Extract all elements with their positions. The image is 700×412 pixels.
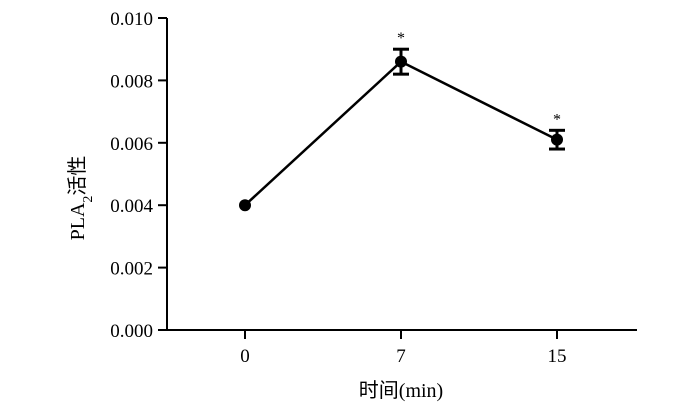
y-axis-title-main: PLA (67, 202, 89, 240)
y-tick-label: 0.002 (110, 259, 153, 280)
x-tick-label: 15 (548, 346, 567, 367)
y-tick-label: 0.006 (110, 134, 153, 155)
y-tick-label: 0.010 (110, 9, 153, 30)
plot-area: ** (239, 30, 565, 212)
data-point (239, 199, 251, 212)
x-tick-label: 7 (396, 346, 406, 367)
x-axis-title: 时间(min) (359, 379, 443, 402)
x-tick-label: 0 (240, 346, 250, 367)
y-axis-title-tail: 活性 (66, 156, 89, 196)
data-point (395, 55, 407, 68)
significance-marker: * (397, 30, 405, 47)
axes: 0.000 0.002 0.004 0.006 0.008 0.010 0 7 15 (110, 9, 637, 367)
series-line (244, 60, 558, 207)
y-axis-title: PLA2活性 (66, 156, 96, 241)
y-axis-title-subscript: 2 (81, 196, 96, 203)
data-point (551, 133, 563, 146)
y-tick-label: 0.004 (110, 196, 153, 217)
y-tick-label: 0.008 (110, 71, 153, 92)
significance-marker: * (553, 111, 561, 128)
y-tick-label: 0.000 (110, 321, 153, 342)
